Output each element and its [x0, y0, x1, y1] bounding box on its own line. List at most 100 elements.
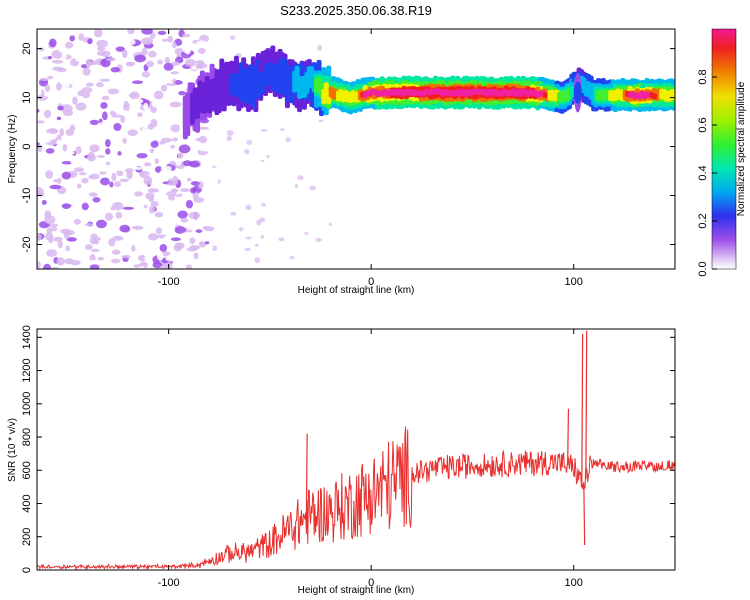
spectral-noise-blob — [190, 34, 200, 42]
spectral-noise-blob — [172, 137, 178, 142]
spectral-noise-blob — [105, 148, 111, 155]
spectral-noise-blob — [37, 144, 43, 153]
spectral-noise-blob — [186, 223, 198, 231]
spectral-noise-blob — [88, 192, 98, 197]
spectral-noise-blob — [147, 188, 160, 193]
spectral-noise-blob — [194, 219, 205, 227]
spectrogram-x-tick-label: 0 — [368, 276, 374, 288]
spectrogram-x-tick-label: -100 — [158, 276, 180, 288]
spectral-noise-blob — [172, 175, 179, 185]
spectral-noise-blob — [51, 59, 64, 64]
spectral-noise-blob — [116, 170, 124, 177]
spectral-noise-blob — [178, 262, 186, 268]
spectral-noise-blob — [199, 147, 212, 152]
spectral-noise-blob — [149, 32, 156, 40]
spectral-noise-blob — [89, 264, 100, 269]
spectral-noise-blob — [240, 221, 247, 225]
spectral-noise-blob — [166, 191, 177, 197]
spectral-noise-blob — [46, 227, 53, 235]
spectral-noise-blob — [161, 250, 171, 257]
spectral-noise-blob — [189, 245, 201, 250]
spectral-noise-blob — [77, 130, 84, 139]
spectral-noise-blob — [146, 239, 158, 249]
spectral-noise-blob — [217, 179, 221, 184]
spectral-noise-blob — [122, 89, 128, 97]
spectral-noise-blob — [64, 151, 76, 155]
spectral-noise-blob — [202, 226, 209, 230]
spectral-noise-blob — [47, 223, 59, 228]
spectral-noise-blob — [43, 109, 52, 119]
spectral-noise-blob — [127, 39, 136, 45]
spectrogram-y-tick-label: -20 — [21, 237, 33, 253]
spectral-noise-blob — [254, 257, 261, 264]
spectral-noise-blob — [259, 217, 266, 223]
spectral-noise-blob — [189, 75, 196, 82]
spectral-noise-blob — [111, 172, 117, 182]
spectral-noise-blob — [78, 172, 87, 176]
spectral-noise-blob — [69, 35, 76, 42]
spectral-noise-blob — [92, 197, 101, 203]
spectral-noise-blob — [277, 237, 285, 242]
spectral-noise-blob — [142, 116, 152, 123]
colorbar-tick-label: 0.8 — [697, 69, 709, 84]
spectral-noise-blob — [43, 93, 53, 97]
spectral-noise-blob — [96, 219, 107, 229]
spectral-noise-blob — [105, 139, 111, 148]
spectral-noise-blob — [81, 91, 91, 99]
spectral-noise-blob — [97, 211, 103, 219]
spectrogram-y-tick-label: 10 — [21, 91, 33, 103]
spectral-noise-blob — [38, 47, 45, 52]
spectral-noise-blob — [159, 244, 168, 252]
spectral-noise-blob — [244, 247, 251, 252]
spectral-ridge-cell — [569, 86, 575, 98]
spectral-noise-blob — [318, 119, 324, 123]
spectral-noise-blob — [110, 189, 117, 194]
spectral-noise-blob — [197, 61, 204, 70]
spectral-noise-blob — [165, 255, 178, 262]
spectral-noise-blob — [124, 168, 134, 173]
spectral-noise-blob — [244, 148, 250, 155]
spectral-noise-blob — [143, 176, 153, 186]
spectral-noise-blob — [188, 211, 201, 220]
spectral-noise-blob — [76, 183, 82, 189]
spectral-noise-blob — [178, 90, 186, 96]
snr-y-tick-label: 1200 — [21, 358, 33, 382]
spectral-noise-blob — [112, 202, 124, 211]
spectral-noise-blob — [245, 204, 252, 211]
spectral-noise-blob — [37, 194, 44, 203]
spectral-noise-blob — [234, 177, 238, 182]
spectral-noise-blob — [131, 225, 144, 230]
spectral-noise-blob — [119, 224, 131, 233]
snr-frame — [36, 328, 676, 571]
snr-y-tick-label: 600 — [21, 461, 33, 479]
spectral-noise-blob — [199, 118, 210, 124]
spectral-noise-blob — [137, 255, 147, 262]
spectral-noise-blob — [66, 237, 77, 242]
spectral-noise-blob — [125, 111, 134, 118]
spectral-noise-blob — [63, 230, 70, 240]
snr-y-tick-label: 1000 — [21, 392, 33, 416]
spectral-noise-blob — [89, 102, 96, 108]
spectral-flare — [573, 81, 582, 104]
spectral-noise-blob — [154, 211, 164, 218]
snr-ylabel: SNR (10 * v/v) — [7, 418, 18, 482]
spectral-noise-blob — [185, 199, 194, 209]
spectral-noise-blob — [238, 227, 244, 232]
spectral-noise-blob — [46, 249, 58, 258]
spectral-noise-blob — [142, 148, 149, 154]
spectral-noise-blob — [133, 244, 144, 250]
spectral-noise-blob — [160, 198, 167, 207]
spectral-noise-blob — [122, 206, 135, 210]
spectral-noise-blob — [184, 58, 197, 67]
spectral-noise-blob — [170, 144, 176, 149]
spectral-noise-blob — [167, 35, 174, 43]
spectral-noise-blob — [134, 36, 144, 40]
spectrogram-ylabel: Frequency (Hz) — [7, 115, 18, 184]
spectral-noise-blob — [96, 39, 109, 48]
spectral-noise-blob — [317, 44, 323, 51]
spectral-noise-blob — [42, 178, 49, 188]
spectral-noise-blob — [112, 235, 124, 241]
spectral-noise-blob — [93, 29, 103, 38]
spectral-noise-blob — [127, 129, 139, 137]
